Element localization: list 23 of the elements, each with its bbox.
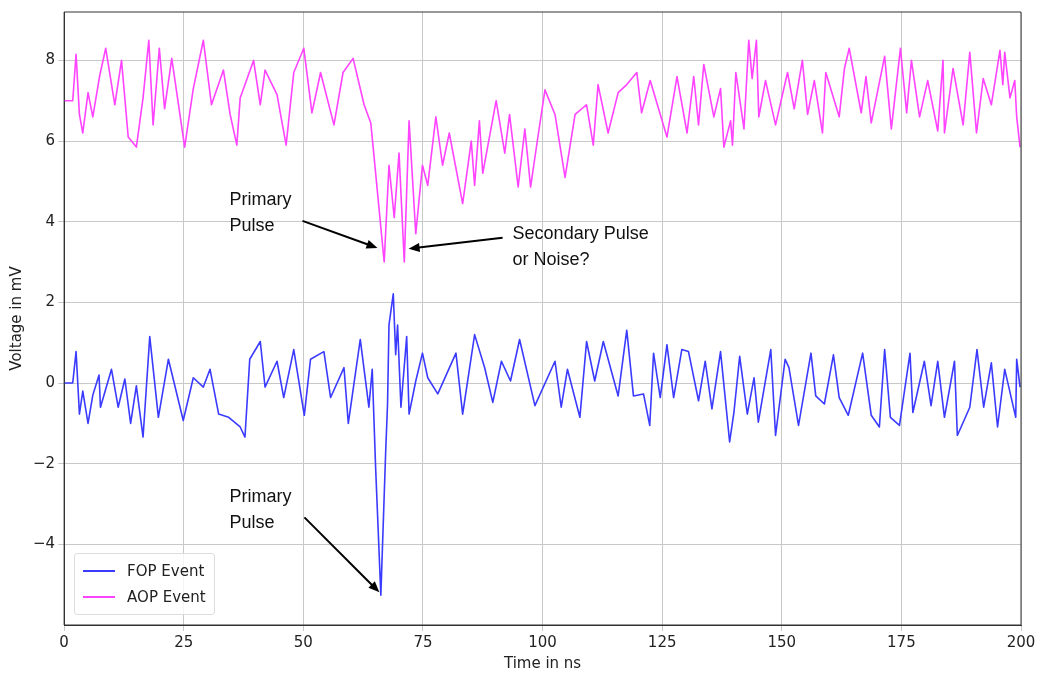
x-tick-label: 75 bbox=[413, 632, 433, 651]
x-tick-label: 200 bbox=[1006, 632, 1036, 651]
x-tick-label: 175 bbox=[887, 632, 916, 651]
y-tick-label: 0 bbox=[45, 372, 56, 391]
x-tick-label: 50 bbox=[293, 632, 313, 651]
y-tick-label: −4 bbox=[32, 534, 56, 553]
legend-label: AOP Event bbox=[127, 587, 206, 608]
x-tick-label: 125 bbox=[647, 632, 677, 651]
x-tick-label: 25 bbox=[174, 632, 194, 651]
annotation: Primary Pulse bbox=[229, 486, 292, 533]
y-axis-title: Voltage in mV bbox=[6, 265, 25, 371]
x-tick-label: 150 bbox=[767, 632, 797, 651]
y-tick-label: 6 bbox=[45, 130, 56, 149]
y-tick-label: 2 bbox=[45, 292, 56, 311]
y-tick-label: −2 bbox=[32, 453, 56, 472]
y-tick-label: 4 bbox=[45, 211, 56, 230]
y-tick-label: 8 bbox=[45, 50, 56, 69]
x-axis-title: Time in ns bbox=[502, 653, 582, 672]
annotation: Primary Pulse bbox=[229, 188, 292, 235]
legend-label: FOP Event bbox=[127, 561, 205, 582]
x-tick-label: 100 bbox=[528, 632, 557, 651]
annotation: Secondary Pulse or Noise? bbox=[512, 222, 649, 269]
x-tick-label: 0 bbox=[59, 632, 69, 651]
